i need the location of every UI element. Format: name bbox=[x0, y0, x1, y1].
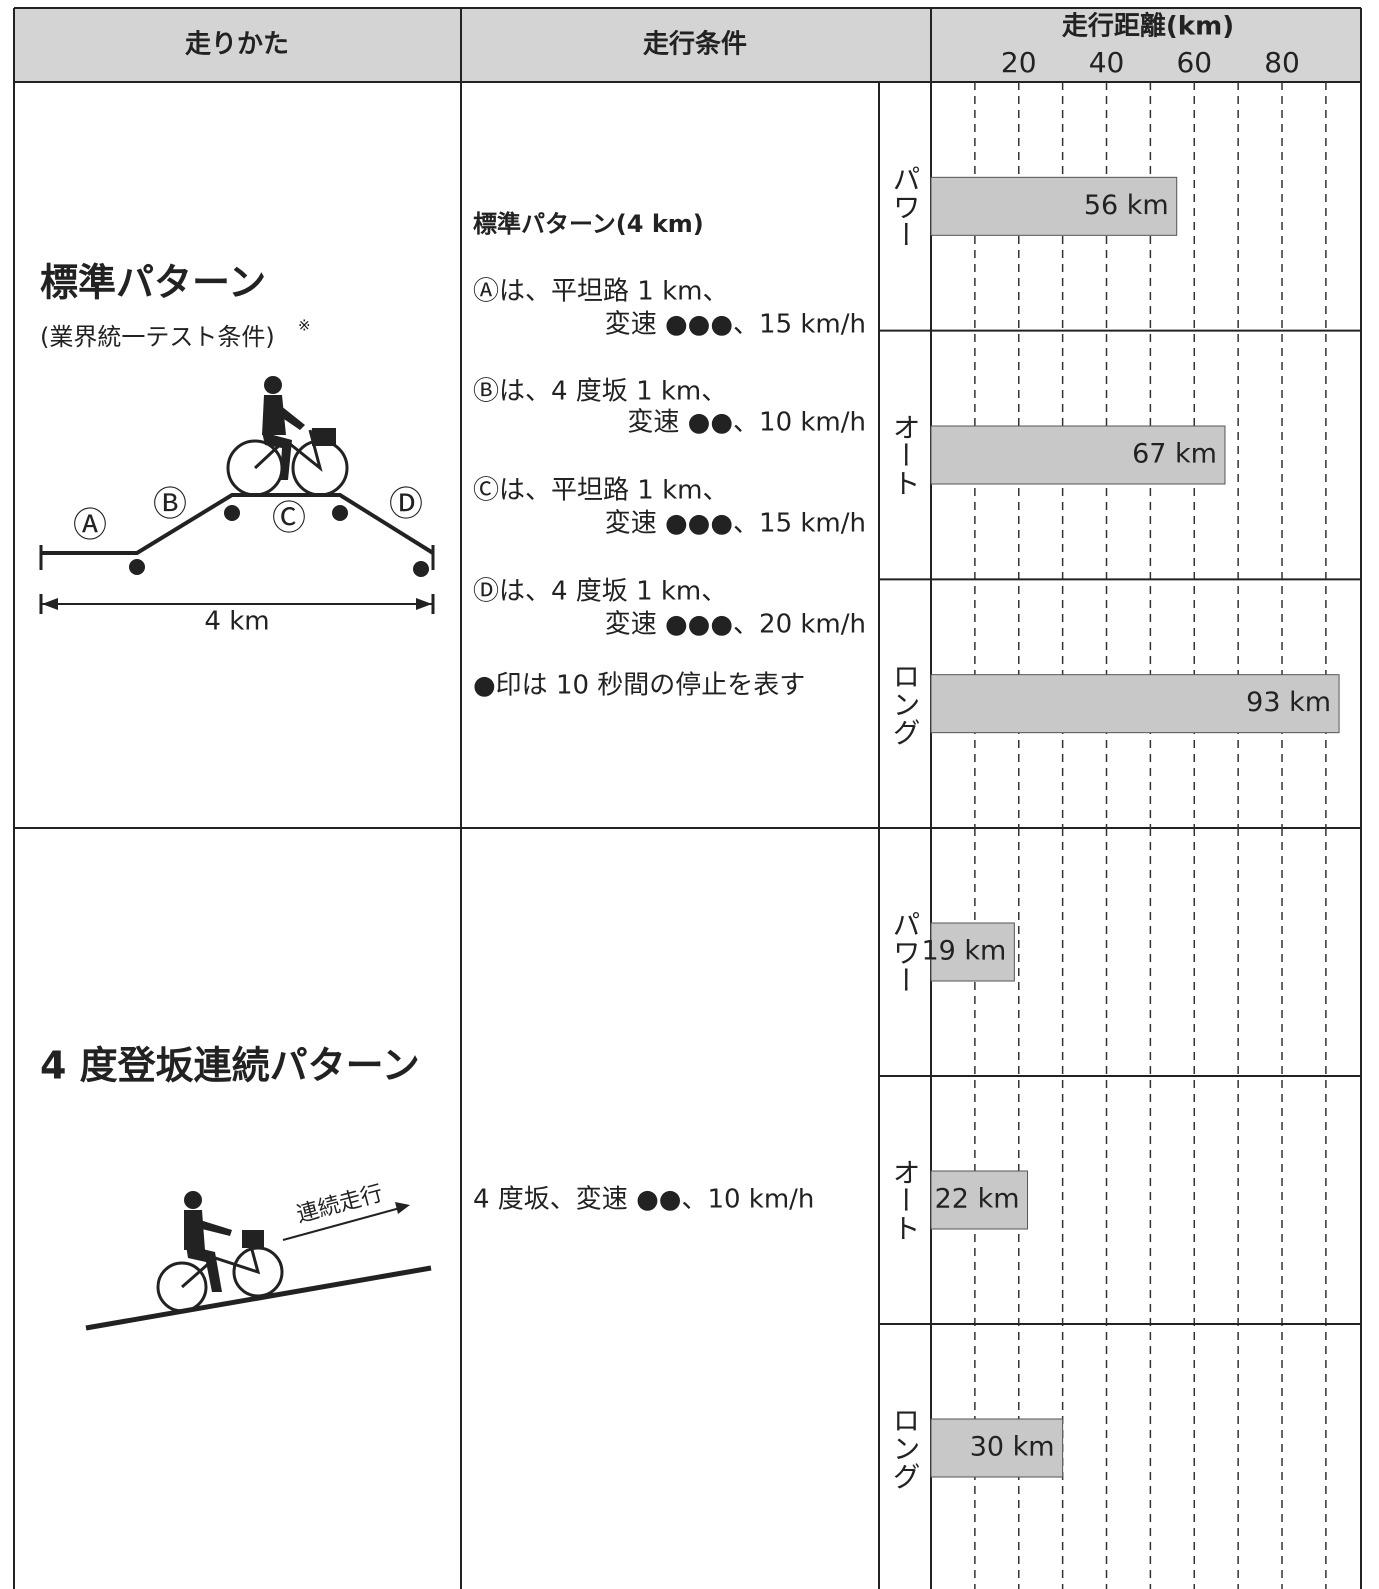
diagram-caption: 連続走行 bbox=[294, 1181, 385, 1228]
condition: ●印は 10 秒間の停止を表す bbox=[473, 671, 805, 701]
value-label: 22 km bbox=[935, 1184, 1020, 1215]
condition: Ⓑは、4 度坂 1 km、 bbox=[473, 377, 727, 407]
condition: 4 度坂、変速 ●●、10 km/h bbox=[473, 1185, 814, 1215]
condition: 変速 ●●●、20 km/h bbox=[605, 610, 866, 640]
condition: Ⓒは、平坦路 1 km、 bbox=[473, 476, 728, 506]
bar bbox=[930, 674, 1340, 734]
condition: 標準パターン(4 km) bbox=[473, 210, 704, 238]
value-label: 30 km bbox=[970, 1432, 1055, 1463]
bar bbox=[930, 1418, 1064, 1478]
row-title: 4 度登坂連続パターン bbox=[40, 1044, 420, 1088]
category-label: オート bbox=[889, 413, 922, 497]
category-label: オート bbox=[889, 1158, 922, 1242]
header-bg bbox=[14, 8, 1361, 82]
header-cell: 走行条件 bbox=[643, 29, 747, 60]
category-label: パワー bbox=[889, 910, 922, 994]
bar bbox=[930, 176, 1178, 236]
x-tick-label: 60 bbox=[1176, 46, 1212, 79]
value-label: 56 km bbox=[1084, 190, 1169, 221]
category-label: ロング bbox=[889, 1406, 922, 1490]
bar bbox=[930, 425, 1226, 485]
footnote-mark: ※ bbox=[298, 317, 311, 335]
x-tick-label: 40 bbox=[1089, 46, 1125, 79]
slope-diagram bbox=[85, 1191, 432, 1331]
condition: Ⓐは、平坦路 1 km、 bbox=[473, 277, 728, 307]
condition: 変速 ●●●、15 km/h bbox=[605, 509, 866, 539]
category-label: パワー bbox=[889, 164, 922, 248]
value-label: 93 km bbox=[1246, 687, 1331, 718]
table-lines bbox=[13, 7, 1362, 1589]
x-tick-label: 80 bbox=[1264, 46, 1300, 79]
point-label: Ⓐ bbox=[73, 506, 107, 546]
condition: 変速 ●●、10 km/h bbox=[627, 408, 866, 438]
condition: 変速 ●●●、15 km/h bbox=[605, 310, 866, 340]
row-title: 標準パターン bbox=[40, 261, 266, 305]
point-label: Ⓓ bbox=[389, 485, 423, 525]
point-label: Ⓒ bbox=[272, 499, 306, 539]
header-cell: 走りかた bbox=[185, 30, 289, 60]
condition: Ⓓは、4 度坂 1 km、 bbox=[473, 577, 727, 607]
value-label: 67 km bbox=[1132, 439, 1217, 470]
bar bbox=[930, 922, 1015, 982]
distance-label: 4 km bbox=[204, 607, 269, 637]
category-label: ロング bbox=[889, 662, 922, 746]
bar bbox=[930, 1170, 1029, 1230]
course-diagram bbox=[39, 376, 435, 614]
value-label: 19 km bbox=[921, 936, 1006, 967]
point-label: Ⓑ bbox=[153, 485, 187, 525]
x-tick-label: 20 bbox=[1001, 46, 1037, 79]
row-subtitle: (業界統一テスト条件) bbox=[40, 323, 275, 351]
axis-title: 走行距離(km) bbox=[1062, 11, 1234, 42]
